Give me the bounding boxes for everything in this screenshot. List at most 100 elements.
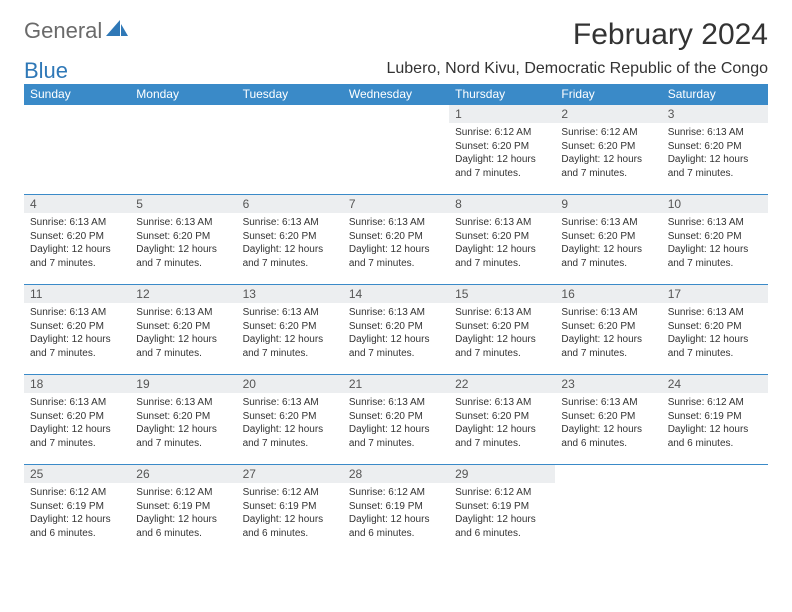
day-number: 10 xyxy=(662,195,768,213)
calendar-cell: 1Sunrise: 6:12 AMSunset: 6:20 PMDaylight… xyxy=(449,105,555,195)
day-number: 21 xyxy=(343,375,449,393)
sunrise-line: Sunrise: 6:13 AM xyxy=(136,306,230,320)
day-number: 19 xyxy=(130,375,236,393)
calendar-table: SundayMondayTuesdayWednesdayThursdayFrid… xyxy=(24,84,768,555)
calendar-cell: 20Sunrise: 6:13 AMSunset: 6:20 PMDayligh… xyxy=(237,375,343,465)
calendar-cell: 4Sunrise: 6:13 AMSunset: 6:20 PMDaylight… xyxy=(24,195,130,285)
day-number: 4 xyxy=(24,195,130,213)
calendar-row: 11Sunrise: 6:13 AMSunset: 6:20 PMDayligh… xyxy=(24,285,768,375)
day-details: Sunrise: 6:13 AMSunset: 6:20 PMDaylight:… xyxy=(449,213,555,274)
daylight-line: Daylight: 12 hours and 7 minutes. xyxy=(136,243,230,270)
calendar-cell: 29Sunrise: 6:12 AMSunset: 6:19 PMDayligh… xyxy=(449,465,555,555)
sunrise-line: Sunrise: 6:12 AM xyxy=(668,396,762,410)
weekday-header: Sunday xyxy=(24,84,130,105)
sunset-line: Sunset: 6:20 PM xyxy=(349,230,443,244)
day-number: 7 xyxy=(343,195,449,213)
sunset-line: Sunset: 6:20 PM xyxy=(668,230,762,244)
day-number: 11 xyxy=(24,285,130,303)
calendar-cell: 11Sunrise: 6:13 AMSunset: 6:20 PMDayligh… xyxy=(24,285,130,375)
sail-icon xyxy=(104,18,128,44)
sunrise-line: Sunrise: 6:13 AM xyxy=(668,216,762,230)
sunset-line: Sunset: 6:20 PM xyxy=(30,230,124,244)
calendar-cell: 12Sunrise: 6:13 AMSunset: 6:20 PMDayligh… xyxy=(130,285,236,375)
location: Lubero, Nord Kivu, Democratic Republic o… xyxy=(386,60,768,78)
calendar-cell xyxy=(662,465,768,555)
day-details: Sunrise: 6:13 AMSunset: 6:20 PMDaylight:… xyxy=(237,303,343,364)
daylight-line: Daylight: 12 hours and 7 minutes. xyxy=(561,333,655,360)
sunrise-line: Sunrise: 6:13 AM xyxy=(561,396,655,410)
day-number: 17 xyxy=(662,285,768,303)
daylight-line: Daylight: 12 hours and 7 minutes. xyxy=(455,423,549,450)
calendar-cell: 24Sunrise: 6:12 AMSunset: 6:19 PMDayligh… xyxy=(662,375,768,465)
sunset-line: Sunset: 6:19 PM xyxy=(243,500,337,514)
daylight-line: Daylight: 12 hours and 7 minutes. xyxy=(455,153,549,180)
day-number: 23 xyxy=(555,375,661,393)
sunrise-line: Sunrise: 6:13 AM xyxy=(136,216,230,230)
day-details: Sunrise: 6:13 AMSunset: 6:20 PMDaylight:… xyxy=(24,303,130,364)
daylight-line: Daylight: 12 hours and 7 minutes. xyxy=(561,243,655,270)
daylight-line: Daylight: 12 hours and 7 minutes. xyxy=(349,243,443,270)
header: General February 2024 xyxy=(24,18,768,52)
day-number: 26 xyxy=(130,465,236,483)
sunset-line: Sunset: 6:20 PM xyxy=(455,230,549,244)
day-details: Sunrise: 6:12 AMSunset: 6:20 PMDaylight:… xyxy=(555,123,661,184)
sunrise-line: Sunrise: 6:12 AM xyxy=(455,486,549,500)
sunrise-line: Sunrise: 6:13 AM xyxy=(243,216,337,230)
calendar-cell: 28Sunrise: 6:12 AMSunset: 6:19 PMDayligh… xyxy=(343,465,449,555)
day-details: Sunrise: 6:13 AMSunset: 6:20 PMDaylight:… xyxy=(130,303,236,364)
sunset-line: Sunset: 6:20 PM xyxy=(136,320,230,334)
daylight-line: Daylight: 12 hours and 6 minutes. xyxy=(243,513,337,540)
weekday-header: Tuesday xyxy=(237,84,343,105)
calendar-cell: 5Sunrise: 6:13 AMSunset: 6:20 PMDaylight… xyxy=(130,195,236,285)
day-details: Sunrise: 6:13 AMSunset: 6:20 PMDaylight:… xyxy=(449,303,555,364)
daylight-line: Daylight: 12 hours and 7 minutes. xyxy=(349,333,443,360)
weekday-header: Wednesday xyxy=(343,84,449,105)
day-details: Sunrise: 6:13 AMSunset: 6:20 PMDaylight:… xyxy=(237,213,343,274)
daylight-line: Daylight: 12 hours and 7 minutes. xyxy=(243,333,337,360)
calendar-cell xyxy=(24,105,130,195)
day-details: Sunrise: 6:13 AMSunset: 6:20 PMDaylight:… xyxy=(662,213,768,274)
day-details: Sunrise: 6:13 AMSunset: 6:20 PMDaylight:… xyxy=(343,213,449,274)
sunrise-line: Sunrise: 6:13 AM xyxy=(455,216,549,230)
calendar-cell xyxy=(130,105,236,195)
day-details: Sunrise: 6:13 AMSunset: 6:20 PMDaylight:… xyxy=(343,303,449,364)
brand-part2: Blue xyxy=(24,58,68,84)
calendar-cell: 22Sunrise: 6:13 AMSunset: 6:20 PMDayligh… xyxy=(449,375,555,465)
sunset-line: Sunset: 6:19 PM xyxy=(30,500,124,514)
day-details: Sunrise: 6:13 AMSunset: 6:20 PMDaylight:… xyxy=(24,393,130,454)
sunset-line: Sunset: 6:20 PM xyxy=(136,410,230,424)
sunrise-line: Sunrise: 6:13 AM xyxy=(349,396,443,410)
sunset-line: Sunset: 6:20 PM xyxy=(455,140,549,154)
day-details: Sunrise: 6:13 AMSunset: 6:20 PMDaylight:… xyxy=(555,303,661,364)
sunset-line: Sunset: 6:20 PM xyxy=(561,320,655,334)
day-details: Sunrise: 6:13 AMSunset: 6:20 PMDaylight:… xyxy=(24,213,130,274)
daylight-line: Daylight: 12 hours and 7 minutes. xyxy=(561,153,655,180)
daylight-line: Daylight: 12 hours and 7 minutes. xyxy=(243,243,337,270)
daylight-line: Daylight: 12 hours and 7 minutes. xyxy=(455,243,549,270)
calendar-row: 4Sunrise: 6:13 AMSunset: 6:20 PMDaylight… xyxy=(24,195,768,285)
calendar-cell: 18Sunrise: 6:13 AMSunset: 6:20 PMDayligh… xyxy=(24,375,130,465)
calendar-cell: 14Sunrise: 6:13 AMSunset: 6:20 PMDayligh… xyxy=(343,285,449,375)
daylight-line: Daylight: 12 hours and 7 minutes. xyxy=(136,333,230,360)
day-number: 28 xyxy=(343,465,449,483)
sunset-line: Sunset: 6:20 PM xyxy=(243,320,337,334)
sunrise-line: Sunrise: 6:13 AM xyxy=(243,306,337,320)
daylight-line: Daylight: 12 hours and 6 minutes. xyxy=(561,423,655,450)
day-number: 1 xyxy=(449,105,555,123)
calendar-cell: 9Sunrise: 6:13 AMSunset: 6:20 PMDaylight… xyxy=(555,195,661,285)
calendar-cell: 15Sunrise: 6:13 AMSunset: 6:20 PMDayligh… xyxy=(449,285,555,375)
calendar-header: SundayMondayTuesdayWednesdayThursdayFrid… xyxy=(24,84,768,105)
day-details: Sunrise: 6:13 AMSunset: 6:20 PMDaylight:… xyxy=(343,393,449,454)
brand-part1: General xyxy=(24,18,102,44)
calendar-cell xyxy=(237,105,343,195)
sunrise-line: Sunrise: 6:13 AM xyxy=(30,306,124,320)
daylight-line: Daylight: 12 hours and 6 minutes. xyxy=(349,513,443,540)
calendar-row: 1Sunrise: 6:12 AMSunset: 6:20 PMDaylight… xyxy=(24,105,768,195)
sunrise-line: Sunrise: 6:12 AM xyxy=(30,486,124,500)
daylight-line: Daylight: 12 hours and 7 minutes. xyxy=(668,153,762,180)
sunrise-line: Sunrise: 6:13 AM xyxy=(136,396,230,410)
day-details: Sunrise: 6:12 AMSunset: 6:19 PMDaylight:… xyxy=(449,483,555,544)
day-number: 16 xyxy=(555,285,661,303)
day-number: 22 xyxy=(449,375,555,393)
day-number: 14 xyxy=(343,285,449,303)
